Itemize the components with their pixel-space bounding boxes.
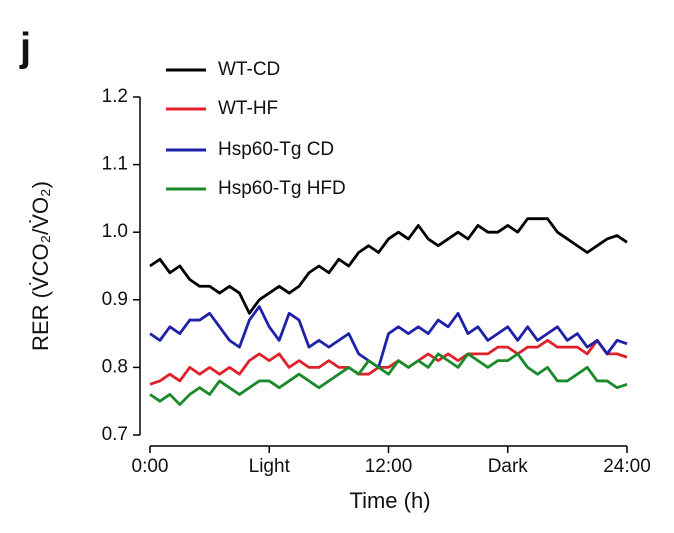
legend-label: Hsp60-Tg CD bbox=[218, 139, 334, 160]
y-tick-label: 0.9 bbox=[102, 289, 128, 310]
x-tick-label: 24:00 bbox=[603, 456, 651, 477]
y-tick-label: 1.2 bbox=[102, 86, 128, 107]
series-line bbox=[149, 338, 628, 386]
panel-label: j bbox=[19, 26, 31, 70]
x-tick-label: Light bbox=[249, 456, 291, 477]
y-tick-label: 0.8 bbox=[102, 356, 128, 377]
series-line bbox=[149, 217, 628, 315]
series-line bbox=[149, 352, 628, 406]
legend-label: WT-CD bbox=[218, 59, 280, 80]
legend-label: WT-HF bbox=[218, 98, 278, 119]
legend-label: Hsp60-Tg HFD bbox=[218, 178, 346, 199]
y-tick-label: 0.7 bbox=[102, 424, 128, 445]
y-tick-label: 1.0 bbox=[102, 221, 128, 242]
x-tick-label: 0:00 bbox=[132, 456, 169, 477]
x-tick-label: Dark bbox=[488, 456, 529, 477]
series-line bbox=[149, 305, 628, 369]
x-tick-label: 12:00 bbox=[365, 456, 413, 477]
y-tick-label: 1.1 bbox=[102, 154, 128, 175]
y-axis-label: RER (V̇CO₂/V̇O₂) bbox=[28, 181, 53, 351]
x-axis-label: Time (h) bbox=[349, 488, 430, 513]
